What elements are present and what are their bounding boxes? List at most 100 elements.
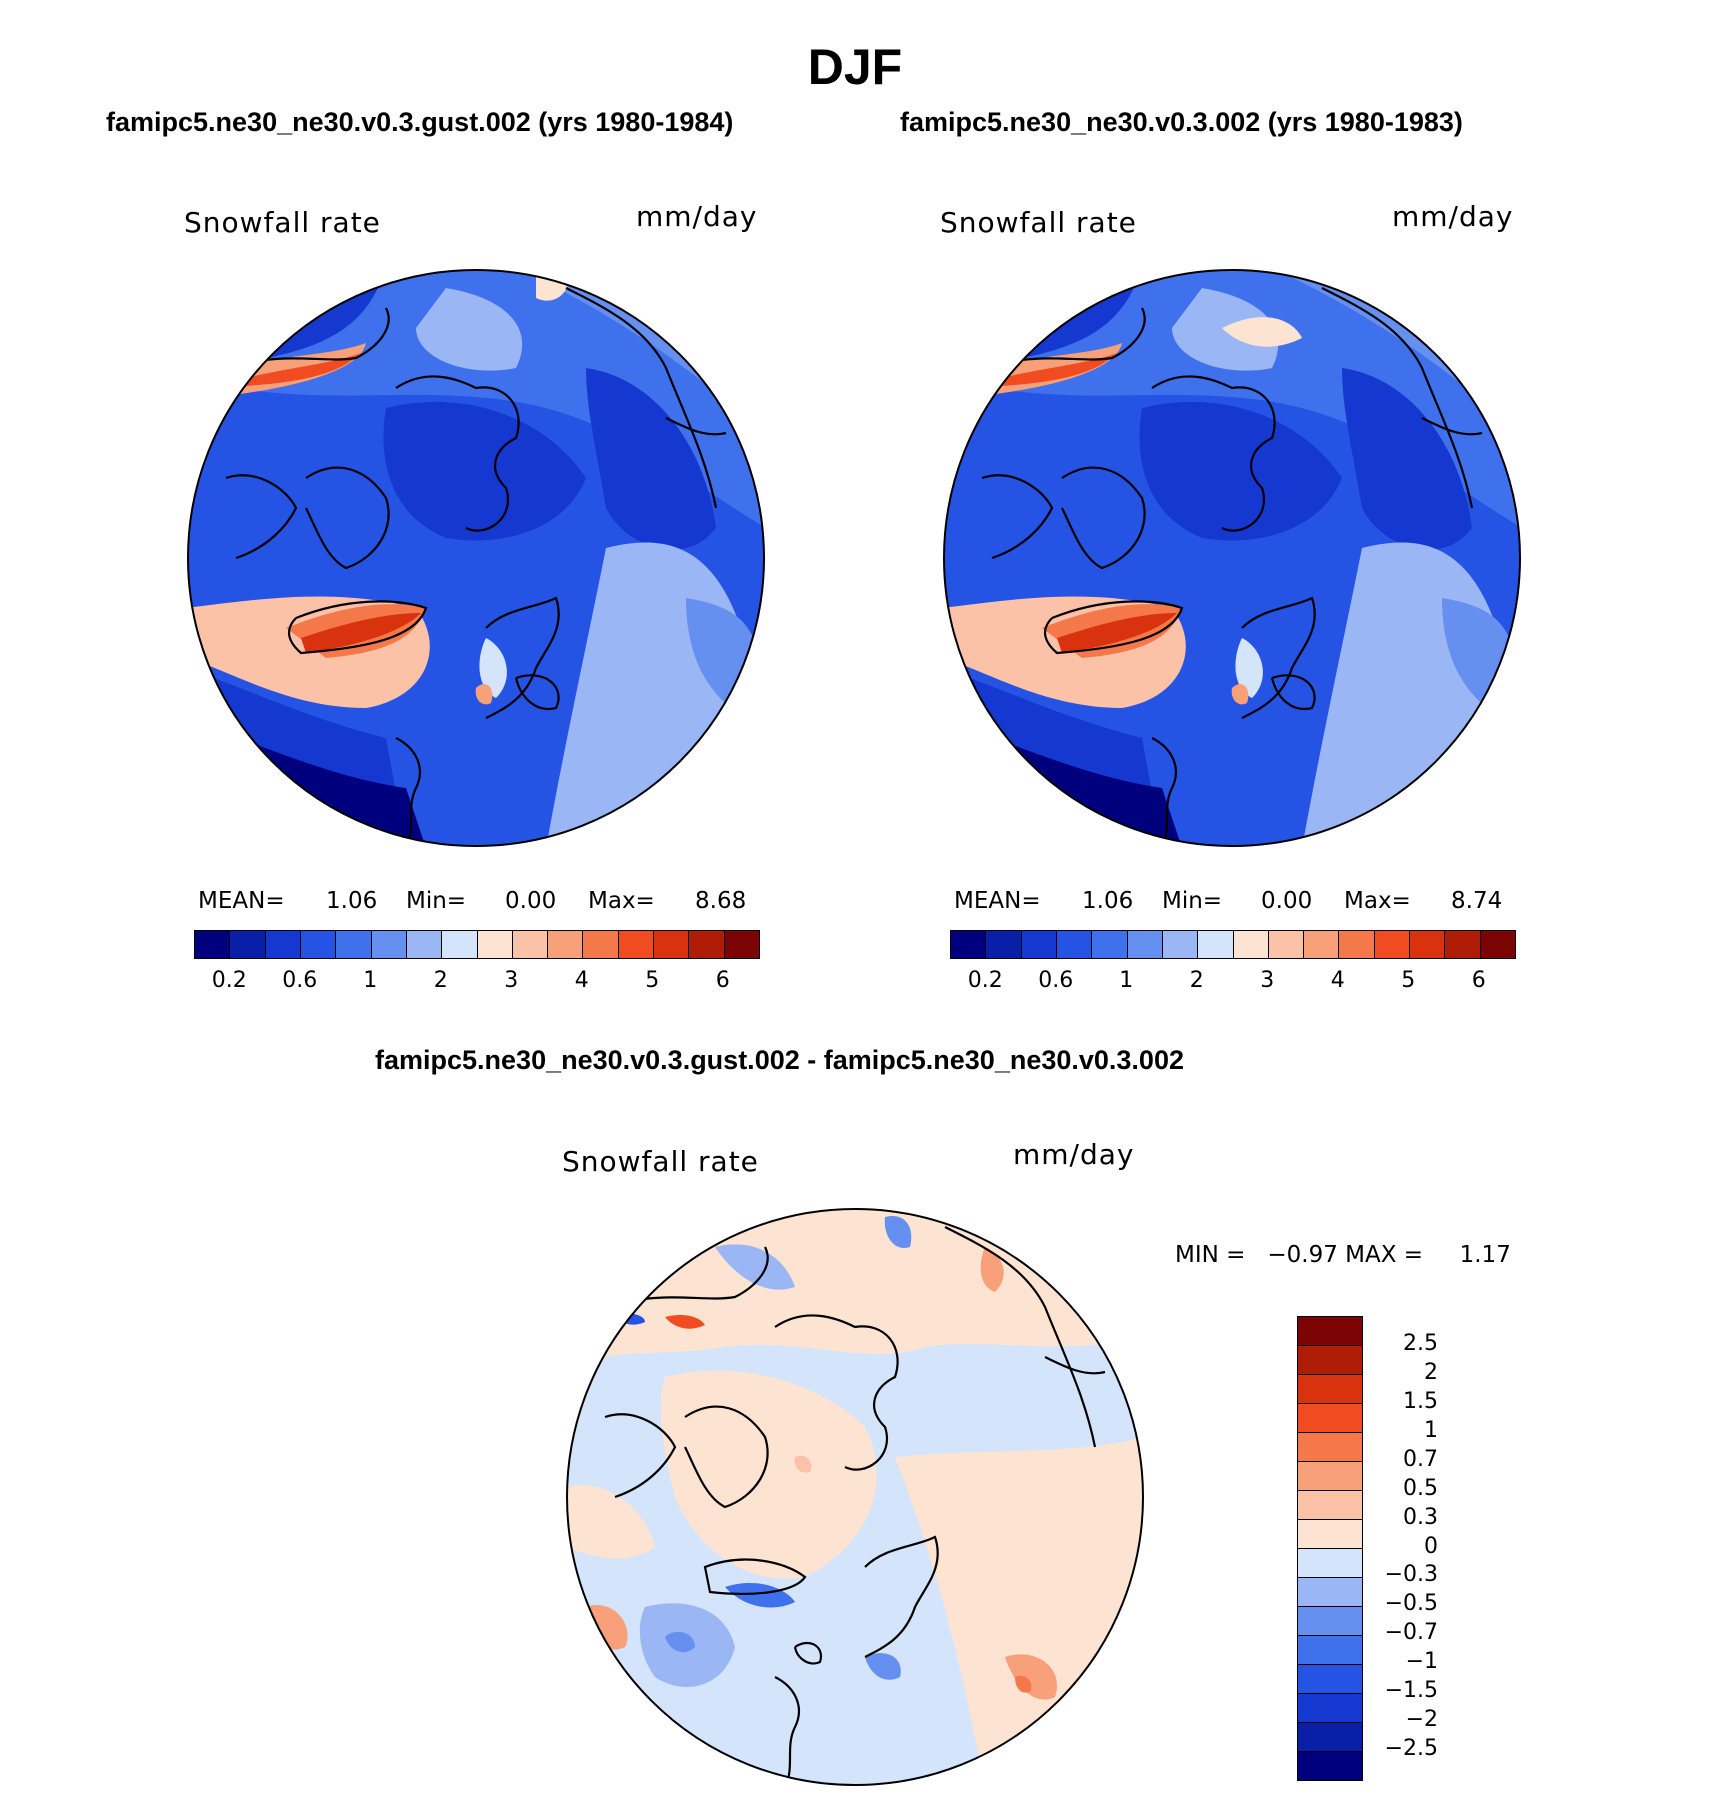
colorbar-tick-label: −2.5 — [1384, 1736, 1438, 1762]
difference-colorbar-ticks: 2.5 2 1.5 1 0.7 0.5 0.3 0 −0.3 −0.5 −0.7 −1 −1.5 −2 −2… — [1368, 1316, 1458, 1779]
colorbar-swatch — [1298, 1345, 1362, 1374]
colorbar-tick-label: 2.5 — [1403, 1330, 1438, 1356]
right-min-label: Min= — [1162, 888, 1223, 914]
colorbar-tick-label: −2 — [1405, 1707, 1438, 1733]
colorbar-tick-label: 0.7 — [1403, 1446, 1438, 1472]
colorbar-tick-label: −0.3 — [1384, 1562, 1438, 1588]
colorbar-tick-label: 2 — [1189, 968, 1204, 993]
colorbar-swatch — [582, 931, 618, 958]
colorbar-swatch — [195, 931, 230, 958]
difference-title: famipc5.ne30_ne30.v0.3.gust.002 - famipc… — [375, 1045, 1184, 1075]
right-units-label: mm/day — [1392, 200, 1514, 233]
colorbar-tick-label: 5 — [1401, 968, 1416, 993]
colorbar-tick-label: 2 — [1424, 1359, 1438, 1385]
colorbar-tick-label: 3 — [504, 968, 519, 993]
diff-units-label: mm/day — [1013, 1138, 1135, 1171]
colorbar-swatch — [1267, 931, 1304, 958]
right-variable-label: Snowfall rate — [940, 206, 1137, 239]
colorbar-swatch — [405, 931, 442, 958]
colorbar-tick-label: 1 — [1424, 1417, 1438, 1443]
colorbar-swatch — [1298, 1664, 1362, 1693]
colorbar-tick-label: 0 — [1424, 1533, 1438, 1559]
diff-minmax: MIN = −0.97 MAX = 1.17 — [1175, 1242, 1511, 1268]
colorbar-swatch — [1298, 1490, 1362, 1519]
colorbar-tick-label: 0.5 — [1403, 1475, 1438, 1501]
colorbar-tick-label: 1.5 — [1403, 1388, 1438, 1414]
colorbar-swatch — [1232, 931, 1268, 958]
colorbar-tick-label: 3 — [1260, 968, 1275, 993]
colorbar-swatch — [335, 931, 371, 958]
right-case-title: famipc5.ne30_ne30.v0.3.002 (yrs 1980-198… — [900, 107, 1463, 137]
left-colorbar — [194, 930, 760, 959]
colorbar-swatch — [299, 931, 336, 958]
colorbar-swatch — [1091, 931, 1127, 958]
left-max-value: 8.68 — [695, 888, 747, 914]
colorbar-swatch — [264, 931, 300, 958]
colorbar-swatch — [1409, 931, 1445, 958]
colorbar-swatch — [1298, 1374, 1362, 1403]
left-units-label: mm/day — [636, 200, 758, 233]
colorbar-swatch — [1298, 1577, 1362, 1606]
colorbar-swatch — [1298, 1693, 1362, 1722]
colorbar-tick-label: 0.6 — [282, 968, 318, 993]
right-mean-label: MEAN= — [954, 888, 1041, 914]
colorbar-tick-label: 0.2 — [967, 968, 1003, 993]
colorbar-tick-label: −1 — [1405, 1649, 1438, 1675]
left-mean-value: 1.06 — [326, 888, 378, 914]
left-min-label: Min= — [406, 888, 467, 914]
colorbar-swatch — [1373, 931, 1410, 958]
colorbar-swatch — [1298, 1519, 1362, 1548]
colorbar-swatch — [1161, 931, 1198, 958]
colorbar-swatch — [1303, 931, 1339, 958]
colorbar-swatch — [723, 931, 759, 958]
colorbar-swatch — [1020, 931, 1056, 958]
colorbar-swatch — [229, 931, 265, 958]
colorbar-swatch — [511, 931, 548, 958]
colorbar-swatch — [617, 931, 654, 958]
colorbar-tick-label: 0.6 — [1038, 968, 1074, 993]
colorbar-tick-label: 4 — [1330, 968, 1345, 993]
colorbar-swatch — [1298, 1635, 1362, 1664]
colorbar-swatch — [1298, 1606, 1362, 1635]
difference-polar-map — [566, 1208, 1144, 1786]
colorbar-tick-label: 1 — [1119, 968, 1134, 993]
left-variable-label: Snowfall rate — [184, 206, 381, 239]
right-mean-value: 1.06 — [1082, 888, 1134, 914]
right-max-label: Max= — [1344, 888, 1411, 914]
right-max-value: 8.74 — [1451, 888, 1503, 914]
colorbar-swatch — [1298, 1317, 1362, 1345]
right-colorbar — [950, 930, 1516, 959]
left-case-title: famipc5.ne30_ne30.v0.3.gust.002 (yrs 198… — [106, 107, 734, 137]
colorbar-tick-label: 0.2 — [211, 968, 247, 993]
colorbar-swatch — [476, 931, 512, 958]
colorbar-swatch — [1298, 1548, 1362, 1577]
colorbar-tick-label: 6 — [715, 968, 730, 993]
right-min-value: 0.00 — [1261, 888, 1313, 914]
colorbar-swatch — [1298, 1432, 1362, 1461]
left-polar-map — [187, 269, 765, 847]
colorbar-tick-label: 6 — [1471, 968, 1486, 993]
colorbar-tick-label: −0.7 — [1384, 1620, 1438, 1646]
colorbar-tick-label: 2 — [433, 968, 448, 993]
colorbar-swatch — [1338, 931, 1374, 958]
colorbar-swatch — [1055, 931, 1092, 958]
right-polar-map — [943, 269, 1521, 847]
colorbar-tick-label: −1.5 — [1384, 1678, 1438, 1704]
left-mean-label: MEAN= — [198, 888, 285, 914]
colorbar-swatch — [1444, 931, 1480, 958]
right-colorbar-ticks: 0.2 0.6 1 2 3 4 5 6 — [950, 968, 1514, 998]
colorbar-swatch — [653, 931, 689, 958]
colorbar-tick-label: 0.3 — [1403, 1504, 1438, 1530]
colorbar-swatch — [370, 931, 406, 958]
colorbar-swatch — [1298, 1751, 1362, 1780]
left-colorbar-ticks: 0.2 0.6 1 2 3 4 5 6 — [194, 968, 758, 998]
difference-colorbar — [1297, 1316, 1363, 1781]
colorbar-swatch — [1479, 931, 1515, 958]
colorbar-swatch — [547, 931, 583, 958]
diff-variable-label: Snowfall rate — [562, 1145, 759, 1178]
colorbar-tick-label: −0.5 — [1384, 1591, 1438, 1617]
left-min-value: 0.00 — [505, 888, 557, 914]
colorbar-swatch — [688, 931, 724, 958]
colorbar-swatch — [985, 931, 1021, 958]
colorbar-tick-label: 4 — [574, 968, 589, 993]
